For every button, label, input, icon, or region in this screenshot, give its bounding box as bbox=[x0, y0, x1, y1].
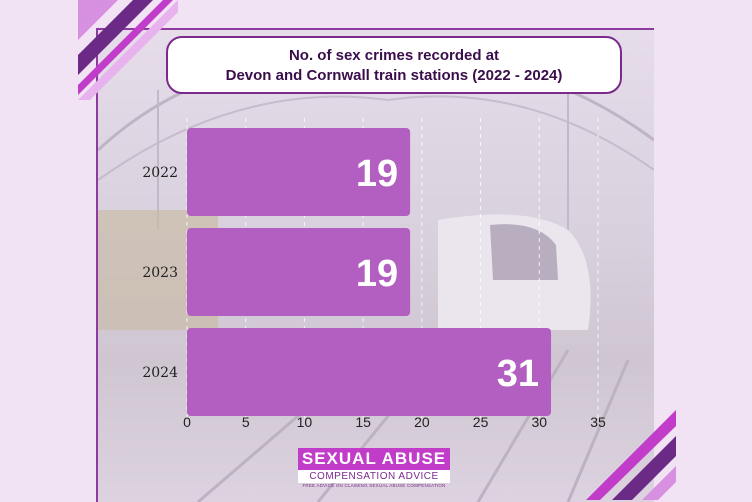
bar-2022 bbox=[187, 128, 411, 216]
bar-2023 bbox=[187, 228, 411, 316]
corner-stripes-top-left bbox=[78, 0, 178, 100]
logo-sub-text: COMPENSATION ADVICE bbox=[298, 470, 450, 483]
brand-logo: SEXUAL ABUSE COMPENSATION ADVICE FREE AD… bbox=[298, 448, 450, 494]
data-label-2024: 31 bbox=[497, 353, 539, 395]
title-line-1: No. of sex crimes recorded at bbox=[288, 47, 500, 64]
category-label-2023: 2023 bbox=[142, 265, 178, 281]
x-tick-30: 30 bbox=[531, 414, 547, 430]
x-tick-0: 0 bbox=[183, 414, 191, 430]
category-label-2024: 2024 bbox=[142, 365, 178, 381]
corner-stripes-bottom-right bbox=[586, 410, 676, 500]
x-tick-15: 15 bbox=[355, 414, 371, 430]
chart-title: No. of sex crimes recorded at Devon and … bbox=[166, 36, 622, 94]
category-label-2022: 2022 bbox=[142, 165, 178, 181]
x-tick-25: 25 bbox=[473, 414, 489, 430]
x-tick-35: 35 bbox=[590, 414, 606, 430]
logo-main-text: SEXUAL ABUSE bbox=[298, 448, 450, 470]
logo-tagline: FREE ADVICE ON CLAIMING SEXUAL ABUSE COM… bbox=[302, 483, 446, 488]
title-line-2: Devon and Cornwall train stations (2022 … bbox=[225, 67, 563, 84]
data-label-2023: 19 bbox=[356, 253, 398, 295]
x-tick-5: 5 bbox=[242, 414, 250, 430]
bar-2024 bbox=[187, 328, 552, 416]
x-tick-10: 10 bbox=[297, 414, 313, 430]
x-tick-20: 20 bbox=[414, 414, 430, 430]
data-label-2022: 19 bbox=[356, 153, 398, 195]
